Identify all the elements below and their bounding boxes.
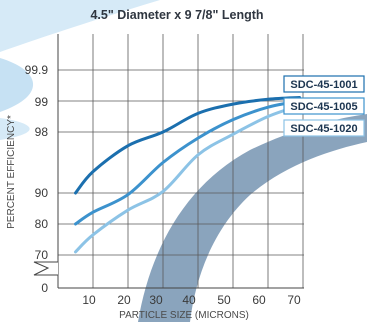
x-tick-label: 50	[217, 293, 231, 307]
x-tick-label: 40	[182, 293, 196, 307]
x-tick-label: 70	[287, 293, 301, 307]
y-tick-labels: 99.9 99 98 90 80 70 0	[25, 63, 49, 295]
series-line-sdc-45-1005	[74, 99, 301, 226]
x-axis-label: PARTICLE SIZE (MICRONS)	[119, 310, 249, 321]
series-line-sdc-45-1020	[74, 104, 301, 254]
legend-item-sdc-45-1001: SDC-45-1001	[283, 75, 365, 93]
y-tick-label: 0	[41, 281, 48, 295]
x-tick-label: 60	[252, 293, 266, 307]
legend-box	[283, 97, 365, 115]
legend-item-sdc-45-1020: SDC-45-1020	[283, 119, 365, 137]
y-axis-label: PERCENT EFFICIENCY*	[6, 115, 17, 229]
y-tick-label: 80	[35, 217, 49, 231]
axis-break-mark	[33, 261, 58, 276]
legend-box	[283, 75, 365, 93]
x-tick-labels: 10 20 30 40 50 60 70	[82, 293, 301, 307]
legend-label: SDC-45-1005	[290, 101, 357, 113]
y-tick-label: 99.9	[25, 63, 49, 77]
y-tick-label: 70	[35, 248, 49, 262]
x-tick-label: 30	[149, 293, 163, 307]
chart-title: 4.5" Diameter x 9 7/8" Length	[90, 8, 263, 22]
legend-item-sdc-45-1005: SDC-45-1005	[283, 97, 365, 115]
x-tick-label: 10	[82, 293, 96, 307]
y-tick-label: 90	[35, 186, 49, 200]
legend: SDC-45-1001 SDC-45-1005 SDC-45-1020	[283, 75, 365, 137]
legend-box	[283, 119, 365, 137]
series-layer	[74, 96, 301, 254]
y-tick-label: 99	[35, 95, 49, 109]
legend-label: SDC-45-1020	[290, 123, 357, 135]
legend-label: SDC-45-1001	[290, 79, 357, 91]
series-line-sdc-45-1001	[74, 96, 301, 195]
y-tick-label: 98	[35, 125, 49, 139]
x-tick-label: 20	[117, 293, 131, 307]
